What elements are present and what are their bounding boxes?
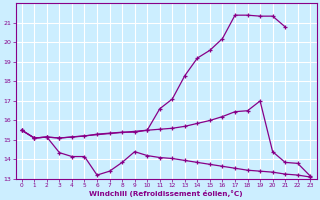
X-axis label: Windchill (Refroidissement éolien,°C): Windchill (Refroidissement éolien,°C) — [89, 190, 243, 197]
